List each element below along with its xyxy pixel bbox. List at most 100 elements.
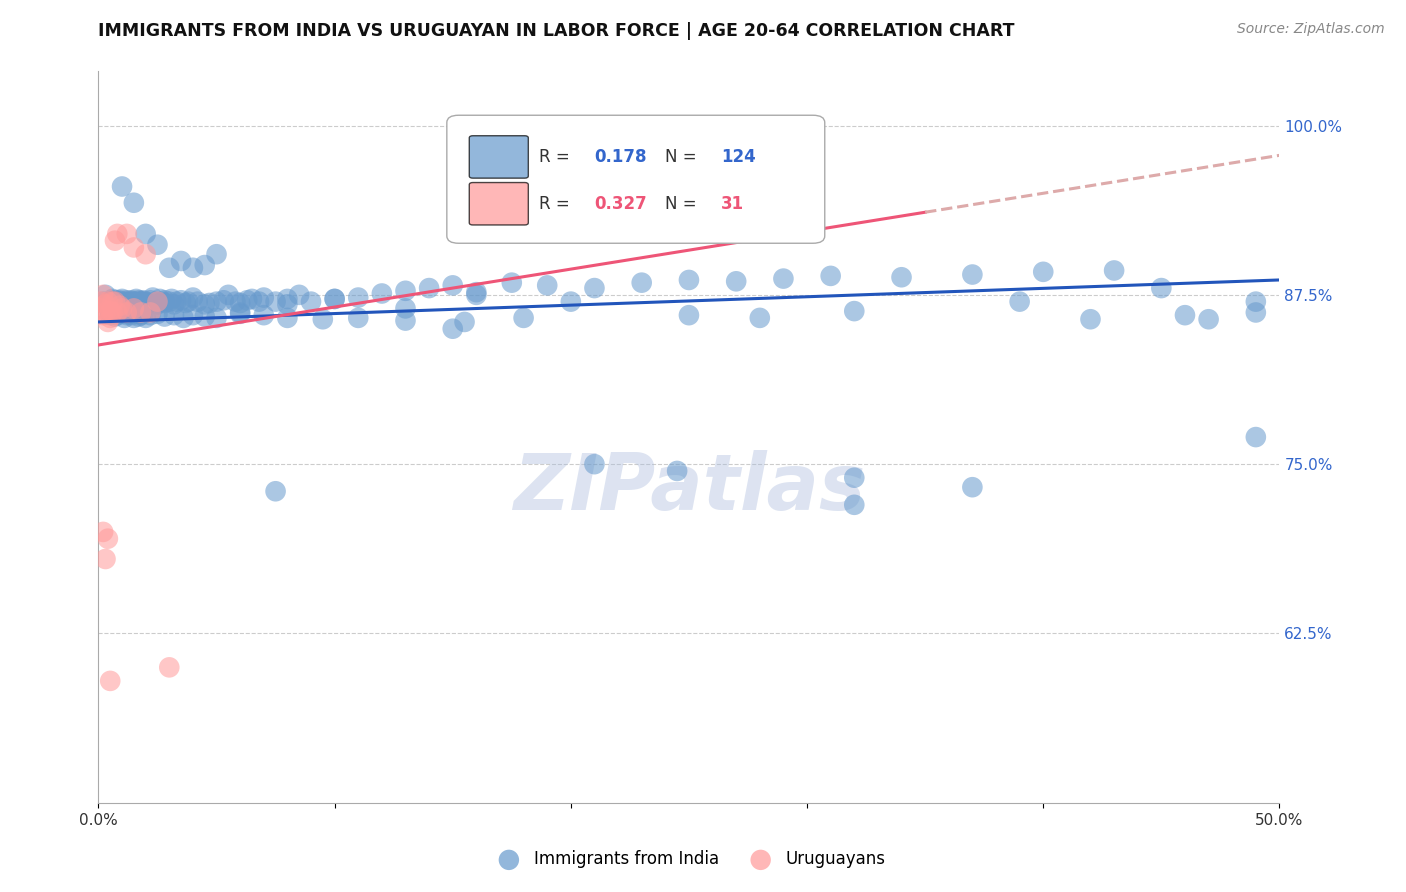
Point (118, 294, 141, 309)
Point (125, 292, 148, 306)
Point (347, 291, 370, 305)
Point (146, 294, 169, 309)
Text: ZIPatlas: ZIPatlas (513, 450, 865, 526)
Point (1150, 281, 1173, 295)
Point (101, 307, 124, 321)
Point (108, 299, 131, 313)
Point (132, 307, 155, 321)
Point (583, 281, 606, 295)
Point (170, 254, 193, 268)
Point (177, 294, 200, 309)
Point (111, 292, 134, 306)
Point (135, 310, 157, 325)
Point (371, 286, 394, 301)
Point (111, 297, 134, 311)
Point (143, 294, 166, 309)
Point (142, 291, 165, 305)
Point (105, 297, 128, 311)
Point (1102, 263, 1125, 277)
Point (146, 237, 169, 252)
Point (181, 260, 204, 275)
Point (111, 179, 134, 194)
Point (98, 294, 121, 309)
Point (153, 310, 176, 324)
Point (172, 310, 194, 325)
Point (264, 294, 287, 309)
Point (394, 313, 416, 327)
Point (224, 294, 246, 309)
Point (153, 293, 176, 308)
Point (1174, 308, 1197, 322)
Point (101, 294, 124, 309)
Point (157, 294, 180, 309)
Point (98, 673, 121, 688)
Point (91, 288, 114, 302)
Text: Source: ZipAtlas.com: Source: ZipAtlas.com (1237, 22, 1385, 37)
Point (112, 294, 135, 309)
Point (146, 307, 169, 321)
Point (844, 471, 866, 485)
Point (630, 276, 652, 290)
Point (104, 293, 127, 308)
Point (101, 305, 124, 319)
Text: N =: N = (665, 148, 697, 166)
Point (229, 307, 252, 321)
Point (820, 268, 842, 283)
Point (1080, 312, 1102, 326)
Point (157, 660, 180, 674)
Point (118, 307, 141, 321)
Text: 0.327: 0.327 (595, 194, 647, 213)
Point (394, 284, 416, 298)
Point (247, 294, 270, 309)
Point (108, 294, 131, 309)
Point (347, 310, 370, 325)
Point (150, 294, 173, 309)
Point (194, 310, 217, 324)
Point (536, 278, 558, 293)
Point (1244, 430, 1267, 444)
Point (129, 305, 152, 319)
Point (174, 296, 197, 310)
Point (108, 293, 131, 308)
Point (104, 294, 127, 309)
Point (105, 294, 128, 309)
Point (122, 195, 145, 210)
Text: R =: R = (538, 194, 575, 213)
Point (105, 308, 128, 322)
Point (1244, 305, 1267, 319)
Point (170, 293, 193, 308)
Point (165, 294, 187, 309)
Legend: Immigrants from India, Uruguayans: Immigrants from India, Uruguayans (485, 844, 893, 875)
Point (135, 294, 157, 309)
Point (132, 294, 155, 309)
Point (962, 268, 984, 282)
Point (94, 305, 117, 319)
Point (418, 281, 440, 295)
Point (844, 304, 866, 318)
Point (91, 308, 114, 322)
FancyBboxPatch shape (470, 136, 529, 178)
Point (118, 296, 141, 310)
Point (125, 294, 148, 309)
Text: 124: 124 (721, 148, 755, 166)
Point (94, 552, 117, 566)
Point (276, 310, 298, 325)
Point (678, 308, 700, 322)
Point (112, 296, 135, 310)
Text: IMMIGRANTS FROM INDIA VS URUGUAYAN IN LABOR FORCE | AGE 20-64 CORRELATION CHART: IMMIGRANTS FROM INDIA VS URUGUAYAN IN LA… (98, 22, 1015, 40)
Point (128, 310, 150, 324)
Point (512, 310, 534, 325)
Point (129, 296, 152, 310)
Point (112, 310, 135, 325)
Point (139, 305, 162, 319)
Point (94, 288, 117, 302)
Point (98, 305, 121, 319)
Point (122, 294, 145, 309)
Point (122, 240, 145, 254)
Point (121, 293, 143, 308)
Point (1198, 312, 1220, 326)
Point (560, 294, 582, 309)
Point (890, 270, 912, 285)
Point (111, 307, 134, 321)
Point (122, 310, 145, 325)
